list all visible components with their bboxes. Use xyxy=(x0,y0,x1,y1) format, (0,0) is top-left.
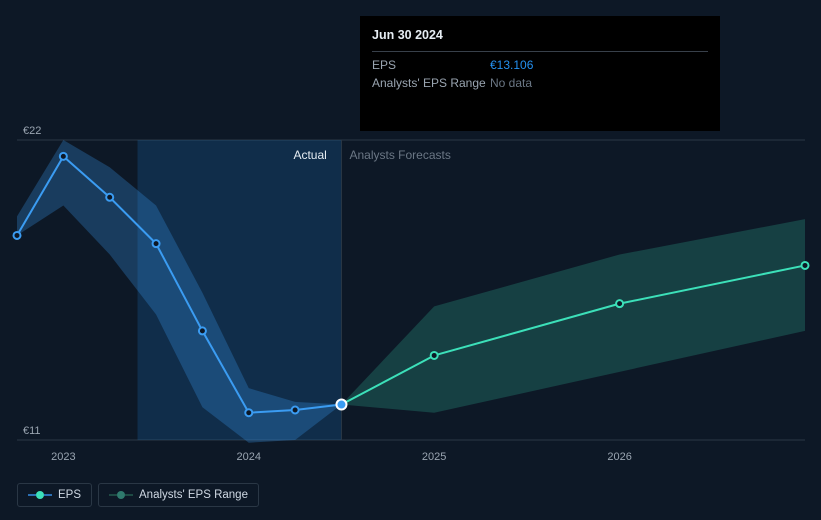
x-axis-label: 2026 xyxy=(607,451,631,463)
chart-section-label-forecast: Analysts Forecasts xyxy=(349,148,450,162)
x-axis-label: 2023 xyxy=(51,451,75,463)
legend-item-label: EPS xyxy=(58,489,81,501)
data-point[interactable] xyxy=(431,352,438,359)
data-point[interactable] xyxy=(292,407,299,414)
data-point[interactable] xyxy=(153,240,160,247)
data-point[interactable] xyxy=(199,327,206,334)
data-point[interactable] xyxy=(60,153,67,160)
data-point[interactable] xyxy=(802,262,809,269)
legend-item-label: Analysts' EPS Range xyxy=(139,489,248,501)
tooltip-row: EPS€13.106 xyxy=(372,56,708,74)
tooltip-date: Jun 30 2024 xyxy=(372,26,708,52)
tooltip-row-value: €13.106 xyxy=(490,56,533,74)
legend-item-eps[interactable]: EPS xyxy=(17,483,92,507)
chart-legend: EPS Analysts' EPS Range xyxy=(17,483,259,507)
tooltip-row-label: Analysts' EPS Range xyxy=(372,74,490,92)
tooltip-row-label: EPS xyxy=(372,56,490,74)
tooltip-row-value: No data xyxy=(490,74,532,92)
x-axis-label: 2024 xyxy=(237,451,261,463)
y-axis-label: €22 xyxy=(23,125,41,137)
y-axis-label: €11 xyxy=(23,425,41,437)
data-point[interactable] xyxy=(245,409,252,416)
legend-swatch-icon xyxy=(28,491,52,499)
tooltip-row: Analysts' EPS RangeNo data xyxy=(372,74,708,92)
data-point[interactable] xyxy=(106,194,113,201)
data-point[interactable] xyxy=(14,232,21,239)
chart-section-label-actual: Actual xyxy=(293,148,326,162)
highlight-point-ring xyxy=(336,400,346,410)
x-axis-label: 2025 xyxy=(422,451,446,463)
legend-item-range[interactable]: Analysts' EPS Range xyxy=(98,483,259,507)
legend-swatch-icon xyxy=(109,491,133,499)
data-point[interactable] xyxy=(616,300,623,307)
chart-tooltip: Jun 30 2024 EPS€13.106Analysts' EPS Rang… xyxy=(360,16,720,131)
